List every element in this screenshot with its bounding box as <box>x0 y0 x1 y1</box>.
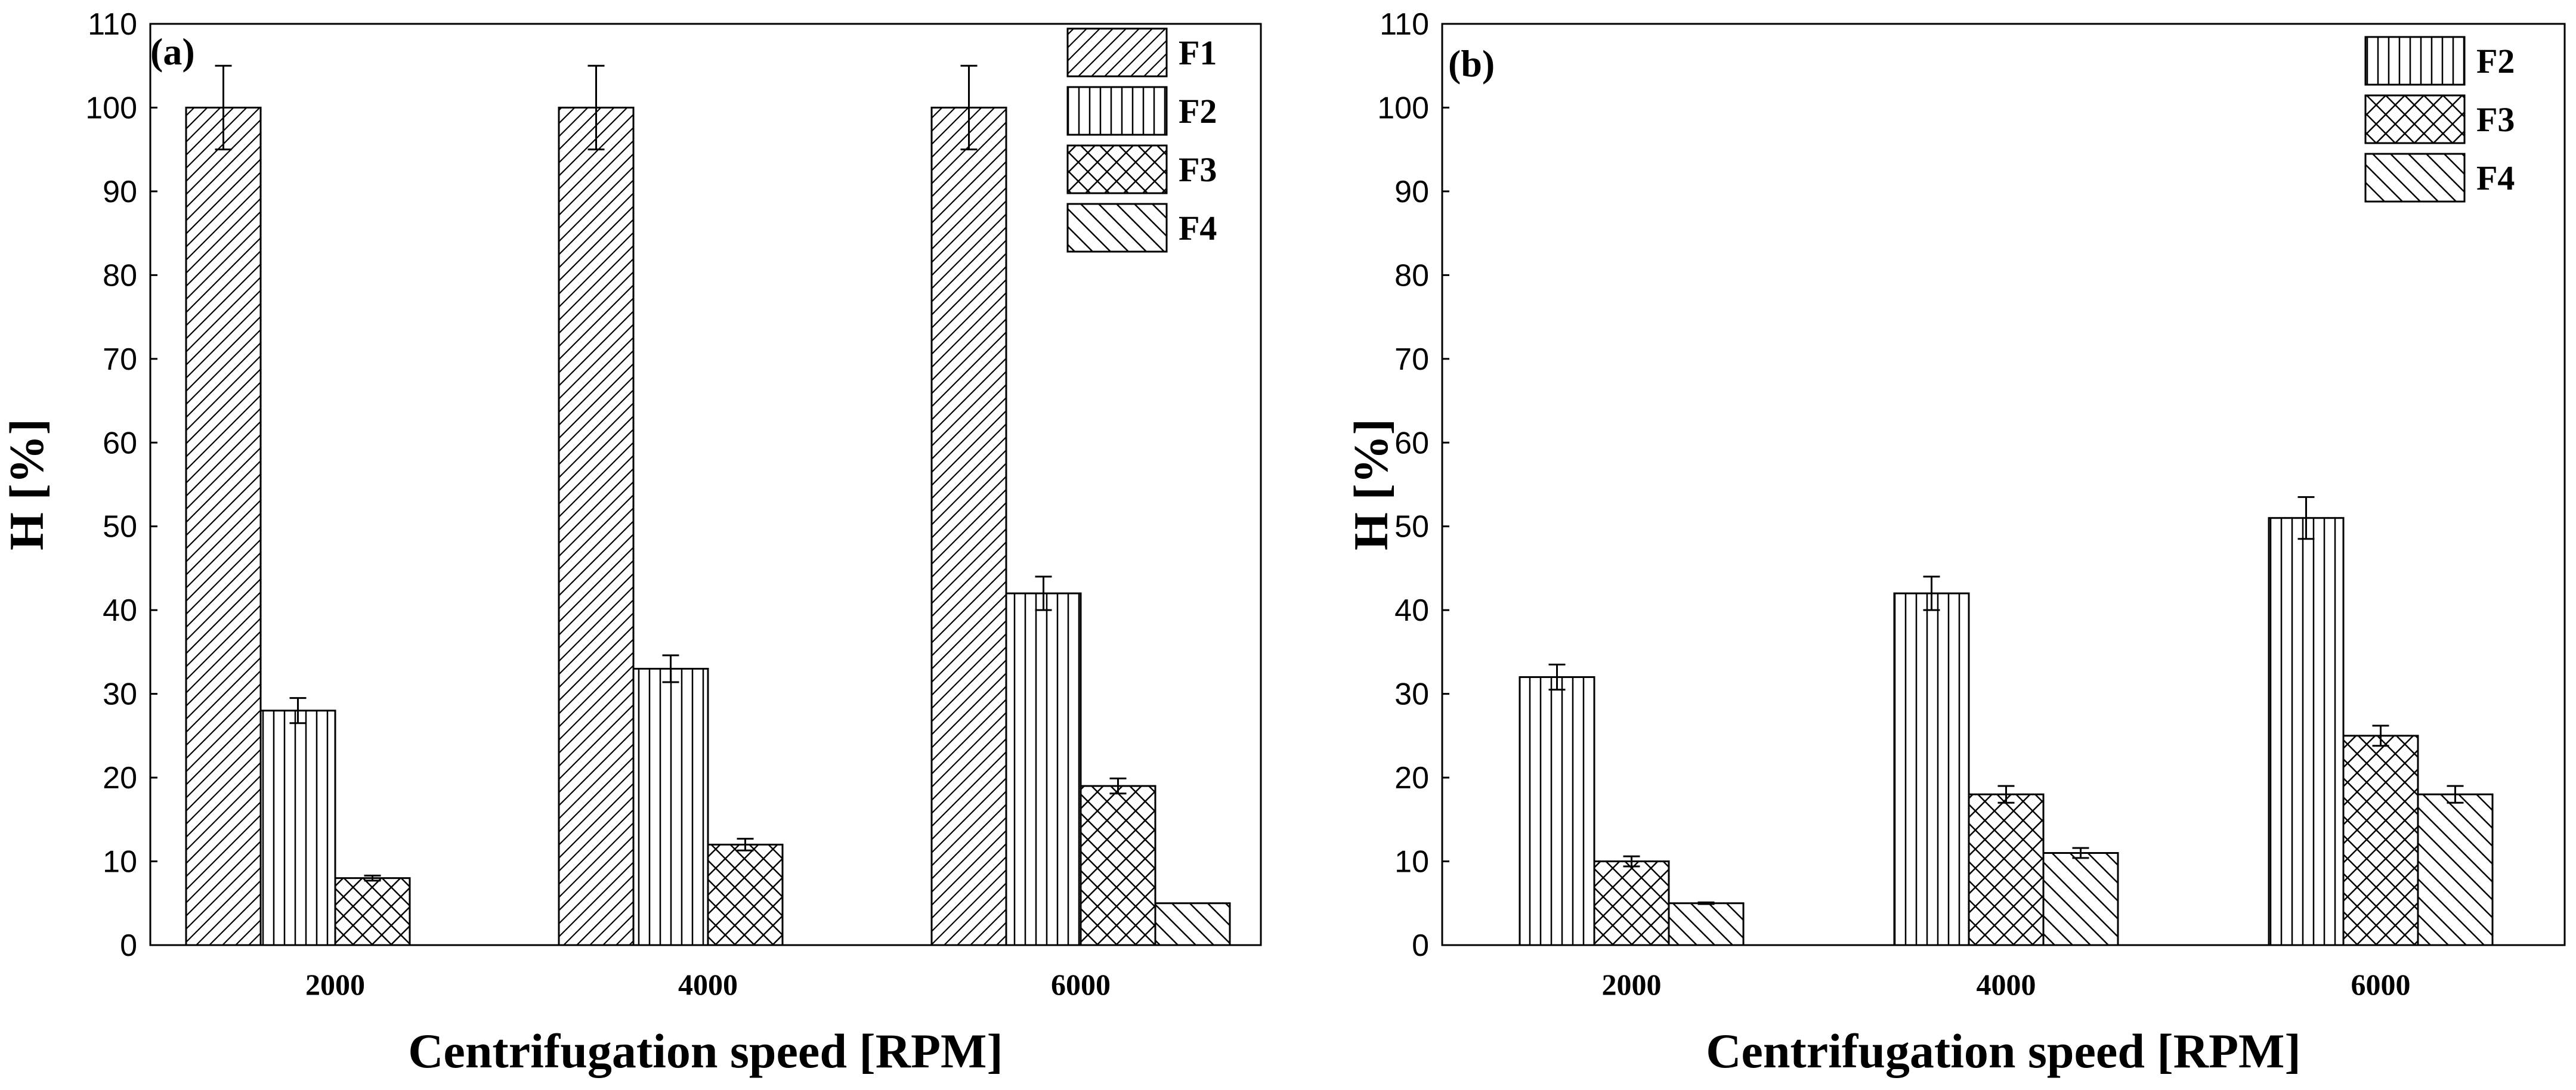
panel-label: (b) <box>1448 42 1495 85</box>
bar-f1-6000 <box>930 106 1007 946</box>
bar-f2-2000 <box>1519 676 1595 946</box>
x-tick-label: 4000 <box>678 968 738 1001</box>
y-tick-label: 80 <box>103 258 137 293</box>
y-tick-label: 90 <box>1394 175 1429 209</box>
y-tick-label: 50 <box>1394 510 1429 544</box>
bar-f3-4000 <box>1968 793 2045 946</box>
legend-swatch-f4 <box>1066 203 1168 253</box>
y-tick-label: 40 <box>1394 593 1429 628</box>
bar-f3-6000 <box>2342 735 2419 946</box>
bar-f4-2000 <box>1668 902 1745 946</box>
bar-f2-6000 <box>1005 592 1082 946</box>
legend-swatch-f4 <box>2364 153 2466 203</box>
bar-f2-2000 <box>259 710 336 946</box>
y-tick-label: 20 <box>103 761 137 795</box>
y-tick-label: 70 <box>1394 342 1429 377</box>
y-tick-label: 70 <box>103 342 137 377</box>
y-tick-label: 10 <box>1394 845 1429 880</box>
legend-label-f3: F3 <box>1179 150 1217 189</box>
legend-label-f2: F2 <box>1179 92 1217 131</box>
x-tick-label: 6000 <box>2351 968 2411 1001</box>
x-axis-title: Centrifugation speed [RPM] <box>1706 1024 2301 1078</box>
legend-label-f2: F2 <box>2476 42 2515 80</box>
chart-panel-b: 0 10 20 30 40 50 60 70 80 90 100 110 2000 4000 6000 Cen… <box>1344 7 2566 1078</box>
bar-f1-4000 <box>558 106 635 946</box>
y-axis-title: H [%] <box>0 419 54 550</box>
y-tick-label: 60 <box>103 426 137 460</box>
y-tick-label: 110 <box>88 7 137 42</box>
legend-label-f3: F3 <box>2476 100 2515 139</box>
legend-swatch-f3 <box>2364 94 2466 144</box>
bar-f4-4000 <box>2042 852 2119 946</box>
bar-f3-2000 <box>1593 860 1670 946</box>
chart-panel-a: 0 10 20 30 40 50 60 70 80 90 100 110 2000 4000 6000 Cen… <box>0 7 1262 1078</box>
y-tick-label: 110 <box>1380 7 1429 42</box>
y-tick-label: 30 <box>1394 677 1429 712</box>
bar-f3-2000 <box>334 877 411 946</box>
y-tick-label: 100 <box>1377 91 1429 125</box>
x-tick-label: 2000 <box>1602 968 1662 1001</box>
x-tick-label: 4000 <box>1977 968 2036 1001</box>
y-tick-label: 60 <box>1394 426 1429 460</box>
x-axis-title: Centrifugation speed [RPM] <box>408 1024 1003 1078</box>
y-tick-label: 10 <box>103 845 137 880</box>
legend-label-f1: F1 <box>1179 33 1217 72</box>
x-tick-label: 2000 <box>305 968 365 1001</box>
legend-swatch-f3 <box>1066 144 1168 194</box>
bar-f2-4000 <box>632 668 709 946</box>
bar-f3-6000 <box>1080 785 1156 946</box>
legend-label-f4: F4 <box>2476 159 2515 197</box>
bar-f3-4000 <box>707 843 784 946</box>
y-tick-label: 40 <box>103 593 137 628</box>
legend-swatch-f2 <box>2364 36 2466 86</box>
y-tick-label: 0 <box>1412 928 1429 963</box>
bar-f4-6000 <box>2417 793 2494 946</box>
bar-f2-4000 <box>1893 592 1970 946</box>
bar-f2-6000 <box>2268 517 2345 946</box>
y-tick-label: 20 <box>1394 761 1429 795</box>
y-axis-title: H [%] <box>1344 419 1398 550</box>
panel-label: (a) <box>150 30 195 73</box>
y-tick-label: 90 <box>103 175 137 209</box>
legend-swatch-f1 <box>1066 27 1168 78</box>
y-tick-label: 50 <box>103 510 137 544</box>
legend-swatch-f2 <box>1066 86 1168 136</box>
legend-label-f4: F4 <box>1179 209 1217 247</box>
y-tick-label: 100 <box>85 91 137 125</box>
bar-f4-6000 <box>1154 902 1231 946</box>
bar-f1-2000 <box>185 106 262 946</box>
y-tick-label: 30 <box>103 677 137 712</box>
y-tick-label: 0 <box>120 928 137 963</box>
y-tick-label: 80 <box>1394 258 1429 293</box>
x-tick-label: 6000 <box>1051 968 1111 1001</box>
